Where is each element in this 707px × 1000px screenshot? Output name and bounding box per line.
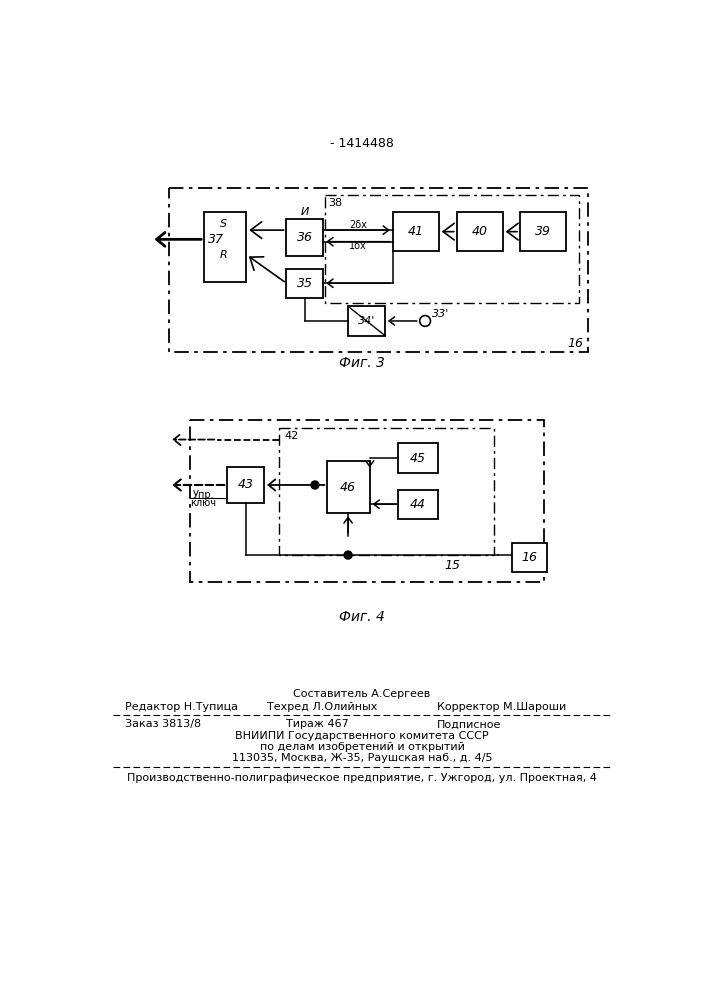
Text: по делам изобретений и открытий: по делам изобретений и открытий: [259, 742, 464, 752]
FancyBboxPatch shape: [520, 212, 566, 251]
Text: 40: 40: [472, 225, 488, 238]
Text: 39: 39: [535, 225, 551, 238]
Text: 15: 15: [444, 559, 460, 572]
Text: ключ: ключ: [190, 498, 216, 508]
Circle shape: [312, 482, 318, 488]
Bar: [325, 195, 579, 303]
Text: 16: 16: [521, 551, 537, 564]
Text: R: R: [219, 250, 227, 260]
Text: - 1414488: - 1414488: [330, 137, 394, 150]
FancyBboxPatch shape: [286, 269, 324, 298]
FancyBboxPatch shape: [286, 219, 324, 256]
Text: 44: 44: [410, 498, 426, 511]
Circle shape: [345, 552, 351, 558]
Text: 43: 43: [238, 478, 254, 491]
Text: 33': 33': [432, 309, 449, 319]
Text: 36: 36: [297, 231, 313, 244]
Text: S: S: [220, 219, 227, 229]
Text: Упр.: Упр.: [192, 490, 214, 500]
Text: 16: 16: [567, 337, 583, 350]
FancyBboxPatch shape: [512, 543, 547, 572]
FancyBboxPatch shape: [457, 212, 503, 251]
FancyBboxPatch shape: [327, 461, 370, 513]
Text: Техред Л.Олийных: Техред Л.Олийных: [267, 702, 378, 712]
Text: Подписное: Подписное: [437, 719, 501, 729]
Text: Фиг. 4: Фиг. 4: [339, 610, 385, 624]
Text: Составитель А.Сергеев: Составитель А.Сергеев: [293, 689, 431, 699]
Text: Тираж 467: Тираж 467: [286, 719, 349, 729]
Text: 46: 46: [340, 481, 356, 494]
Text: Корректор М.Шароши: Корректор М.Шароши: [437, 702, 566, 712]
Bar: [170, 188, 588, 352]
FancyBboxPatch shape: [398, 490, 438, 519]
Text: 1δх: 1δх: [349, 241, 367, 251]
FancyBboxPatch shape: [204, 212, 247, 282]
Text: 41: 41: [408, 225, 424, 238]
Text: 42: 42: [285, 431, 299, 441]
FancyBboxPatch shape: [227, 466, 264, 503]
Text: 113035, Москва, Ж-35, Раушская наб., д. 4/5: 113035, Москва, Ж-35, Раушская наб., д. …: [232, 753, 492, 763]
Bar: [279, 428, 494, 555]
Text: Фиг. 3: Фиг. 3: [339, 356, 385, 370]
Text: 34': 34': [358, 316, 375, 326]
Bar: [190, 420, 544, 582]
Text: Редактор Н.Тупица: Редактор Н.Тупица: [125, 702, 238, 712]
FancyBboxPatch shape: [348, 306, 385, 336]
Text: 2δх: 2δх: [349, 220, 367, 230]
Text: 37: 37: [208, 233, 223, 246]
Text: 45: 45: [410, 452, 426, 465]
Text: Заказ 3813/8: Заказ 3813/8: [125, 719, 201, 729]
Text: ВНИИПИ Государственного комитета СССР: ВНИИПИ Государственного комитета СССР: [235, 731, 489, 741]
FancyBboxPatch shape: [393, 212, 439, 251]
Text: 35: 35: [297, 277, 313, 290]
Text: Производственно-полиграфическое предприятие, г. Ужгород, ул. Проектная, 4: Производственно-полиграфическое предприя…: [127, 773, 597, 783]
Text: 38: 38: [328, 198, 342, 208]
FancyBboxPatch shape: [398, 443, 438, 473]
Text: И: И: [300, 207, 309, 217]
